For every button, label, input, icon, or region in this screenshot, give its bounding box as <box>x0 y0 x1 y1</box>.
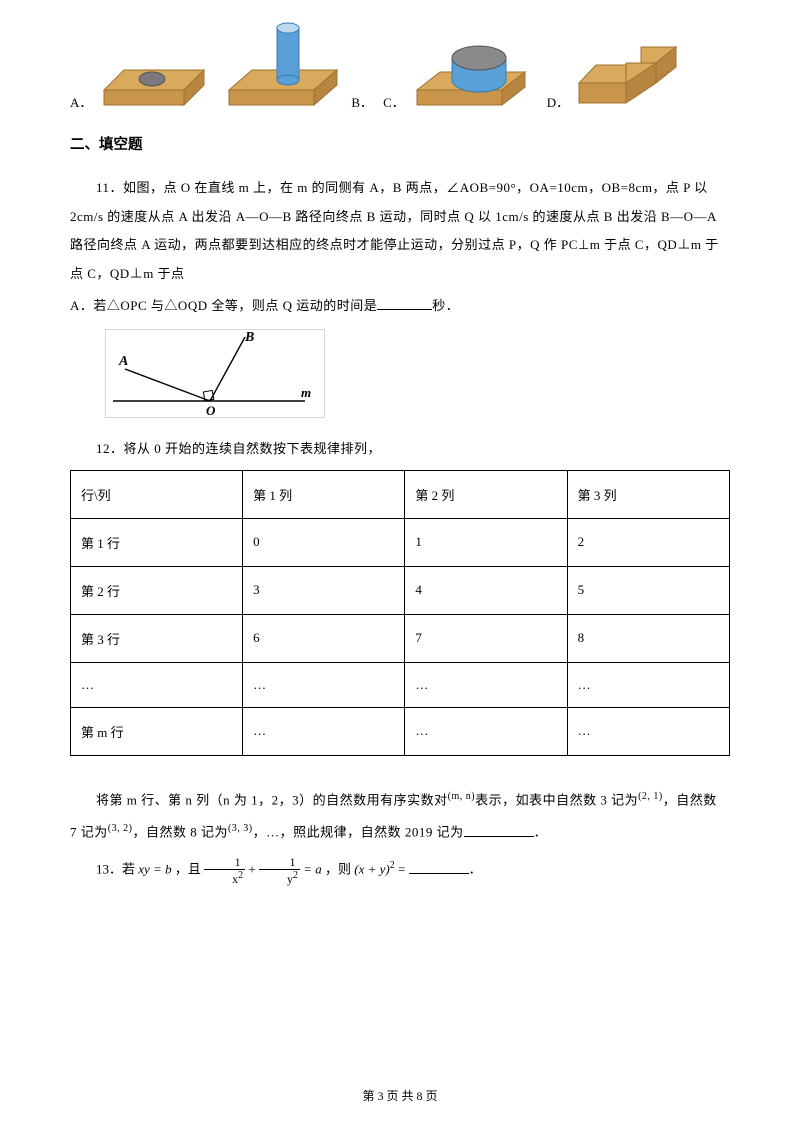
q13-mid2: ，则 <box>325 862 351 877</box>
q12-table: 行\列 第 1 列 第 2 列 第 3 列 第 1 行 0 1 2 第 2 行 … <box>70 470 730 756</box>
q11-line2-pre: A．若△OPC 与△OQD 全等，则点 Q 运动的时间是 <box>70 298 377 313</box>
option-b-shape <box>219 20 349 115</box>
table-row: 第 2 行 3 4 5 <box>71 566 730 614</box>
option-d-label: D． <box>547 92 569 115</box>
option-c-shape <box>407 30 537 115</box>
table-cell: 行\列 <box>71 470 243 518</box>
q11-text: 11．如图，点 O 在直线 m 上，在 m 的同侧有 A，B 两点，∠AOB=9… <box>70 174 730 288</box>
table-cell: 第 2 行 <box>71 566 243 614</box>
q12-pair3: (3, 2) <box>108 823 133 834</box>
table-cell: … <box>243 662 405 707</box>
option-b-label: B． <box>351 92 373 115</box>
q12-blank <box>464 823 534 837</box>
table-row: 行\列 第 1 列 第 2 列 第 3 列 <box>71 470 730 518</box>
table-cell: 6 <box>243 614 405 662</box>
q12-body-c: ，自然数 <box>663 792 717 807</box>
table-cell: … <box>243 707 405 755</box>
table-cell: … <box>405 707 567 755</box>
q13-frac2: 1 y2 <box>259 856 300 885</box>
table-cell: … <box>567 707 729 755</box>
q12-body-b: 表示，如表中自然数 3 记为 <box>475 792 638 807</box>
option-a-label: A． <box>70 92 92 115</box>
table-cell: 第 m 行 <box>71 707 243 755</box>
option-a-shape <box>94 45 209 115</box>
q13-blank <box>409 860 469 874</box>
option-c: C． <box>383 30 537 115</box>
q13-eq1: xy = b <box>138 862 171 877</box>
table-cell: 第 3 列 <box>567 470 729 518</box>
q11-label-m: m <box>301 385 311 400</box>
table-row: 第 1 行 0 1 2 <box>71 518 730 566</box>
q11-blank <box>377 296 432 310</box>
table-cell: 4 <box>405 566 567 614</box>
option-d: D． <box>547 35 691 115</box>
table-cell: 3 <box>243 566 405 614</box>
table-cell: 8 <box>567 614 729 662</box>
q12-pair2: (2, 1) <box>638 791 663 802</box>
q12-pair1: (m, n) <box>448 791 475 802</box>
option-b: B． <box>219 20 373 115</box>
table-cell: 7 <box>405 614 567 662</box>
option-a: A． <box>70 45 209 115</box>
q12-intro: 12．将从 0 开始的连续自然数按下表规律排列， <box>70 435 730 464</box>
q11-label-b: B <box>244 330 254 345</box>
table-cell: … <box>567 662 729 707</box>
table-cell: 2 <box>567 518 729 566</box>
q13-plus: + <box>248 862 255 877</box>
q13-text: 13．若 xy = b ，且 1 x2 + 1 y2 = a ，则 (x + y… <box>70 855 730 885</box>
q11-figure: A B O m <box>105 329 730 423</box>
q12-pair4: (3, 3) <box>228 823 253 834</box>
q11-line2: A．若△OPC 与△OQD 全等，则点 Q 运动的时间是 秒． <box>70 292 730 321</box>
q12-body-f: ，…，照此规律，自然数 2019 记为 <box>253 825 464 840</box>
q13-period: ． <box>469 862 482 877</box>
q11-label-a: A <box>118 354 128 369</box>
table-row: 第 3 行 6 7 8 <box>71 614 730 662</box>
table-cell: 1 <box>405 518 567 566</box>
q12-body-d: 7 记为 <box>70 825 108 840</box>
table-cell: … <box>405 662 567 707</box>
q11-line2-post: 秒． <box>432 298 459 313</box>
q12-period: ． <box>534 825 548 840</box>
q12-body: 将第 m 行、第 n 列（n 为 1，2，3）的自然数用有序实数对(m, n)表… <box>70 786 730 815</box>
option-d-shape <box>571 35 691 115</box>
option-c-label: C． <box>383 92 405 115</box>
table-cell: 0 <box>243 518 405 566</box>
table-cell: 第 2 列 <box>405 470 567 518</box>
table-cell: … <box>71 662 243 707</box>
table-cell: 第 1 列 <box>243 470 405 518</box>
section-title: 二、填空题 <box>70 133 730 154</box>
q13-eqsign: = <box>395 862 409 877</box>
q12-body-e: ，自然数 8 记为 <box>132 825 228 840</box>
q13-frac1: 1 x2 <box>204 856 245 885</box>
table-row: 第 m 行 … … … <box>71 707 730 755</box>
page-footer: 第 3 页 共 8 页 <box>0 1087 800 1104</box>
q13-eq2: = a <box>303 862 322 877</box>
q11-label-o: O <box>206 403 216 418</box>
answer-options-row: A． B． C． <box>70 20 730 115</box>
q13-expr: (x + y) <box>354 862 389 877</box>
table-row: … … … … <box>71 662 730 707</box>
q12-body2: 7 记为(3, 2)，自然数 8 记为(3, 3)，…，照此规律，自然数 201… <box>70 818 730 847</box>
table-cell: 5 <box>567 566 729 614</box>
table-cell: 第 3 行 <box>71 614 243 662</box>
table-cell: 第 1 行 <box>71 518 243 566</box>
q12-body-a: 将第 m 行、第 n 列（n 为 1，2，3）的自然数用有序实数对 <box>96 792 448 807</box>
q13-pre: 13．若 <box>96 862 135 877</box>
q13-mid1: ，且 <box>175 862 201 877</box>
